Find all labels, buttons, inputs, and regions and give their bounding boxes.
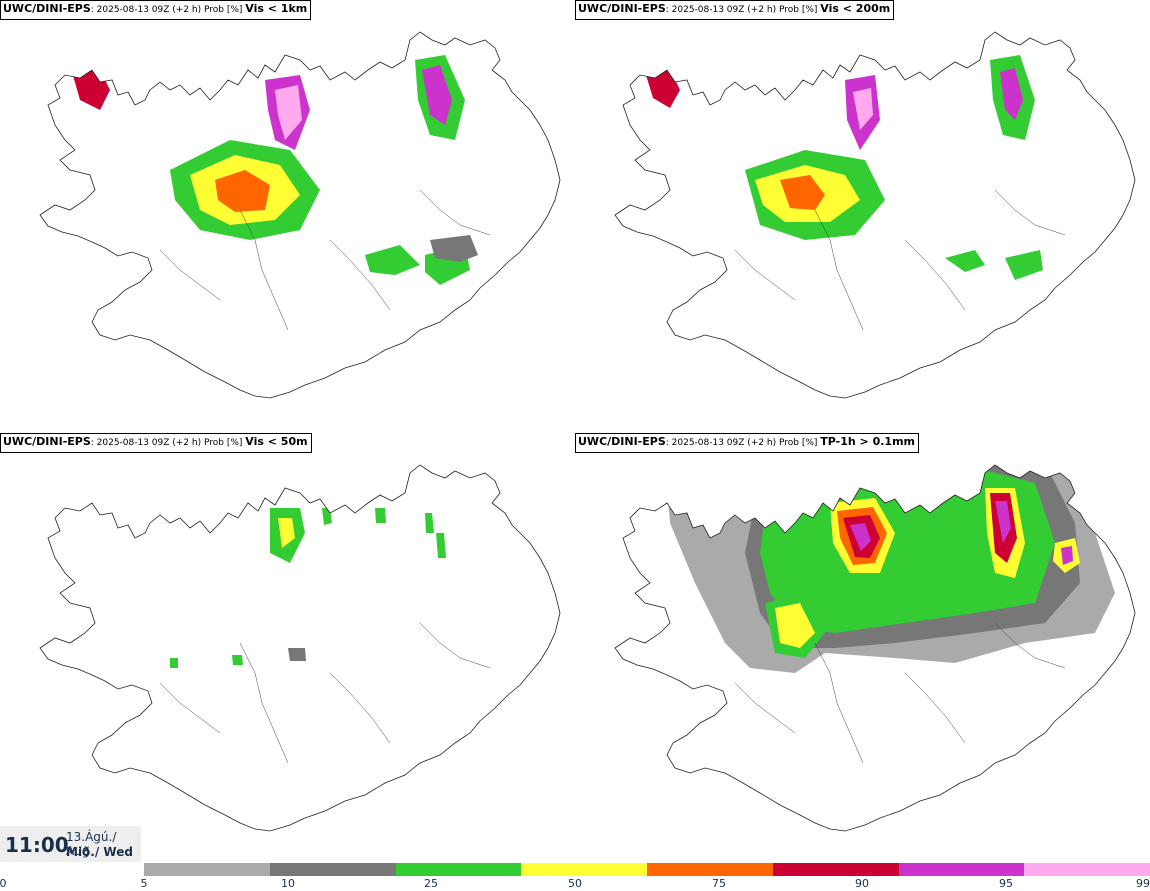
probability-contour xyxy=(853,88,873,130)
colorbar-tick-label: 95 xyxy=(999,877,1013,890)
colorbar-tick-label: 75 xyxy=(712,877,726,890)
run-info: : 2025-08-13 09Z (+2 h) Prob [%] xyxy=(90,5,246,15)
probability-contour xyxy=(436,533,446,558)
iceland-map xyxy=(614,464,1136,832)
probability-contour xyxy=(685,481,725,518)
probability-field xyxy=(665,465,1115,673)
colorbar-tick-label: 50 xyxy=(568,877,582,890)
map-panel-vis-50m: UWC/DINI-EPS: 2025-08-13 09Z (+2 h) Prob… xyxy=(0,433,575,863)
map-panel-vis-200m: UWC/DINI-EPS: 2025-08-13 09Z (+2 h) Prob… xyxy=(575,0,1150,430)
probability-contour xyxy=(288,648,306,661)
run-info: : 2025-08-13 09Z (+2 h) Prob [%] xyxy=(90,438,246,448)
colorbar-segment xyxy=(269,863,396,876)
colorbar-tick-label: 0 xyxy=(0,877,7,890)
region-borders xyxy=(159,622,491,764)
region-borders xyxy=(734,622,1066,764)
probability-contour xyxy=(945,250,985,272)
probability-contour xyxy=(275,85,302,140)
colorbar-segment xyxy=(521,863,647,876)
probability-field xyxy=(70,35,478,285)
coastline xyxy=(614,464,1136,832)
colorbar-tick-label: 90 xyxy=(855,877,869,890)
coastline xyxy=(39,464,561,832)
colorbar-segment xyxy=(647,863,773,876)
probability-contour xyxy=(430,235,478,262)
run-info: : 2025-08-13 09Z (+2 h) Prob [%] xyxy=(665,438,821,448)
run-info: : 2025-08-13 09Z (+2 h) Prob [%] xyxy=(665,5,821,15)
panel-title: UWC/DINI-EPS: 2025-08-13 09Z (+2 h) Prob… xyxy=(0,433,312,453)
valid-time: 11:00 xyxy=(5,833,69,857)
colorbar-segment xyxy=(1024,863,1150,876)
coastline xyxy=(614,31,1136,399)
probability-contour xyxy=(375,508,386,523)
colorbar-tick-label: 10 xyxy=(281,877,295,890)
valid-date: 13.Ágú./ Aug xyxy=(66,830,117,858)
probability-colorbar xyxy=(144,863,1150,876)
probability-contour xyxy=(215,170,270,212)
probability-field xyxy=(643,38,1043,280)
colorbar-segment xyxy=(898,863,1025,876)
probability-contour xyxy=(232,655,243,665)
probability-contour xyxy=(775,603,815,648)
probability-contour xyxy=(850,523,871,551)
probability-contour xyxy=(1005,250,1043,280)
panel-title: UWC/DINI-EPS: 2025-08-13 09Z (+2 h) Prob… xyxy=(575,0,895,20)
model-name: UWC/DINI-EPS xyxy=(578,435,666,448)
variable-name: Vis < 200m xyxy=(820,2,891,15)
probability-contour xyxy=(105,35,150,85)
valid-time-box: 11:00 13.Ágú./ Aug Mið./ Wed xyxy=(0,826,141,862)
coastline xyxy=(39,31,561,399)
colorbar-segment xyxy=(772,863,899,876)
panel-title: UWC/DINI-EPS: 2025-08-13 09Z (+2 h) Prob… xyxy=(0,0,312,20)
map-panel-vis-1km: UWC/DINI-EPS: 2025-08-13 09Z (+2 h) Prob… xyxy=(0,0,575,430)
iceland-map xyxy=(39,31,561,399)
colorbar-segment xyxy=(144,863,270,876)
colorbar-tick-label: 25 xyxy=(424,877,438,890)
probability-contour xyxy=(1000,68,1023,120)
colorbar-tick-label: 5 xyxy=(140,877,148,890)
variable-name: Vis < 50m xyxy=(245,435,308,448)
iceland-map xyxy=(39,464,561,832)
probability-contour xyxy=(125,488,138,505)
probability-contour xyxy=(365,245,420,275)
region-borders xyxy=(734,189,1066,331)
model-name: UWC/DINI-EPS xyxy=(3,2,91,15)
map-panel-precip: UWC/DINI-EPS: 2025-08-13 09Z (+2 h) Prob… xyxy=(575,433,1150,863)
panel-title: UWC/DINI-EPS: 2025-08-13 09Z (+2 h) Prob… xyxy=(575,433,920,453)
probability-contour xyxy=(278,518,295,548)
probability-contour xyxy=(70,60,110,110)
probability-contour xyxy=(422,65,452,125)
probability-contour xyxy=(780,175,825,210)
probability-contour xyxy=(170,658,178,668)
probability-contour xyxy=(693,487,717,511)
probability-contour xyxy=(322,508,332,525)
probability-contour xyxy=(643,62,680,108)
colorbar-segment xyxy=(395,863,522,876)
model-name: UWC/DINI-EPS xyxy=(3,435,91,448)
probability-contour xyxy=(995,501,1011,543)
iceland-map xyxy=(614,31,1136,399)
valid-weekday: Mið./ Wed xyxy=(66,845,133,859)
probability-contour xyxy=(1061,546,1073,565)
colorbar-tick-label: 99 xyxy=(1136,877,1150,890)
probability-contour xyxy=(425,513,434,533)
probability-contour xyxy=(680,38,720,82)
variable-name: Vis < 1km xyxy=(245,2,308,15)
variable-name: TP-1h > 0.1mm xyxy=(820,435,916,448)
region-borders xyxy=(159,189,491,331)
model-name: UWC/DINI-EPS xyxy=(578,2,666,15)
probability-field xyxy=(125,488,446,668)
